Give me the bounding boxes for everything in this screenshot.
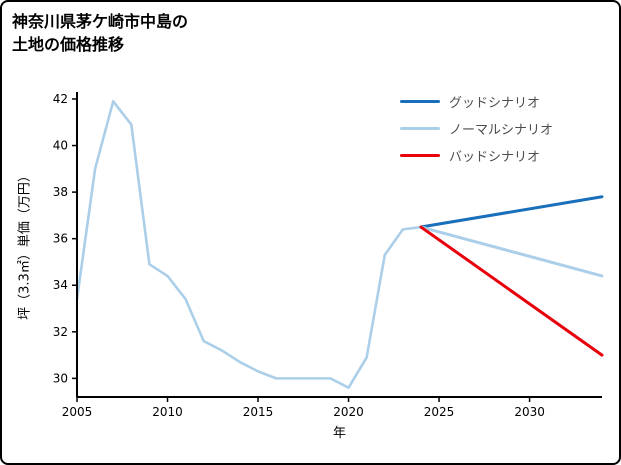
x-axis-label: 年 (332, 426, 346, 441)
series-line-グッドシナリオ (419, 195, 604, 229)
legend-swatch-normal (400, 127, 440, 130)
x-tick-label: 2015 (243, 405, 274, 419)
legend: グッドシナリオ ノーマルシナリオ バッドシナリオ (400, 88, 553, 169)
series-line-バッドシナリオ (419, 225, 604, 357)
x-tick-label: 2030 (514, 405, 545, 419)
series-line-過去実績 (75, 100, 423, 389)
y-tick-label: 42 (53, 92, 68, 106)
legend-item-good: グッドシナリオ (400, 88, 553, 115)
chart-title: 神奈川県茅ケ崎市中島の 土地の価格推移 (12, 10, 188, 56)
legend-item-bad: バッドシナリオ (400, 142, 553, 169)
legend-item-normal: ノーマルシナリオ (400, 115, 553, 142)
x-tick-label: 2010 (152, 405, 183, 419)
legend-label-normal: ノーマルシナリオ (449, 123, 554, 138)
chart-title-line1: 神奈川県茅ケ崎市中島の (12, 12, 189, 31)
y-tick-label: 36 (53, 232, 68, 246)
legend-label-good: グッドシナリオ (449, 96, 541, 111)
x-tick-label: 2025 (424, 405, 455, 419)
x-tick-label: 2005 (62, 405, 93, 419)
legend-swatch-bad (400, 154, 440, 157)
y-tick-label: 34 (53, 278, 68, 292)
y-tick-label: 40 (53, 139, 68, 153)
y-tick-label: 38 (53, 185, 68, 199)
x-tick-label: 2020 (333, 405, 364, 419)
legend-label-bad: バッドシナリオ (449, 150, 541, 165)
series-line-ノーマルシナリオ (419, 225, 604, 278)
y-axis-label: 坪（3.3㎡）単価（万円） (17, 169, 33, 320)
y-tick-label: 32 (53, 325, 68, 339)
legend-swatch-good (400, 100, 440, 103)
y-tick-label: 30 (53, 371, 68, 385)
chart-title-line2: 土地の価格推移 (12, 35, 125, 55)
